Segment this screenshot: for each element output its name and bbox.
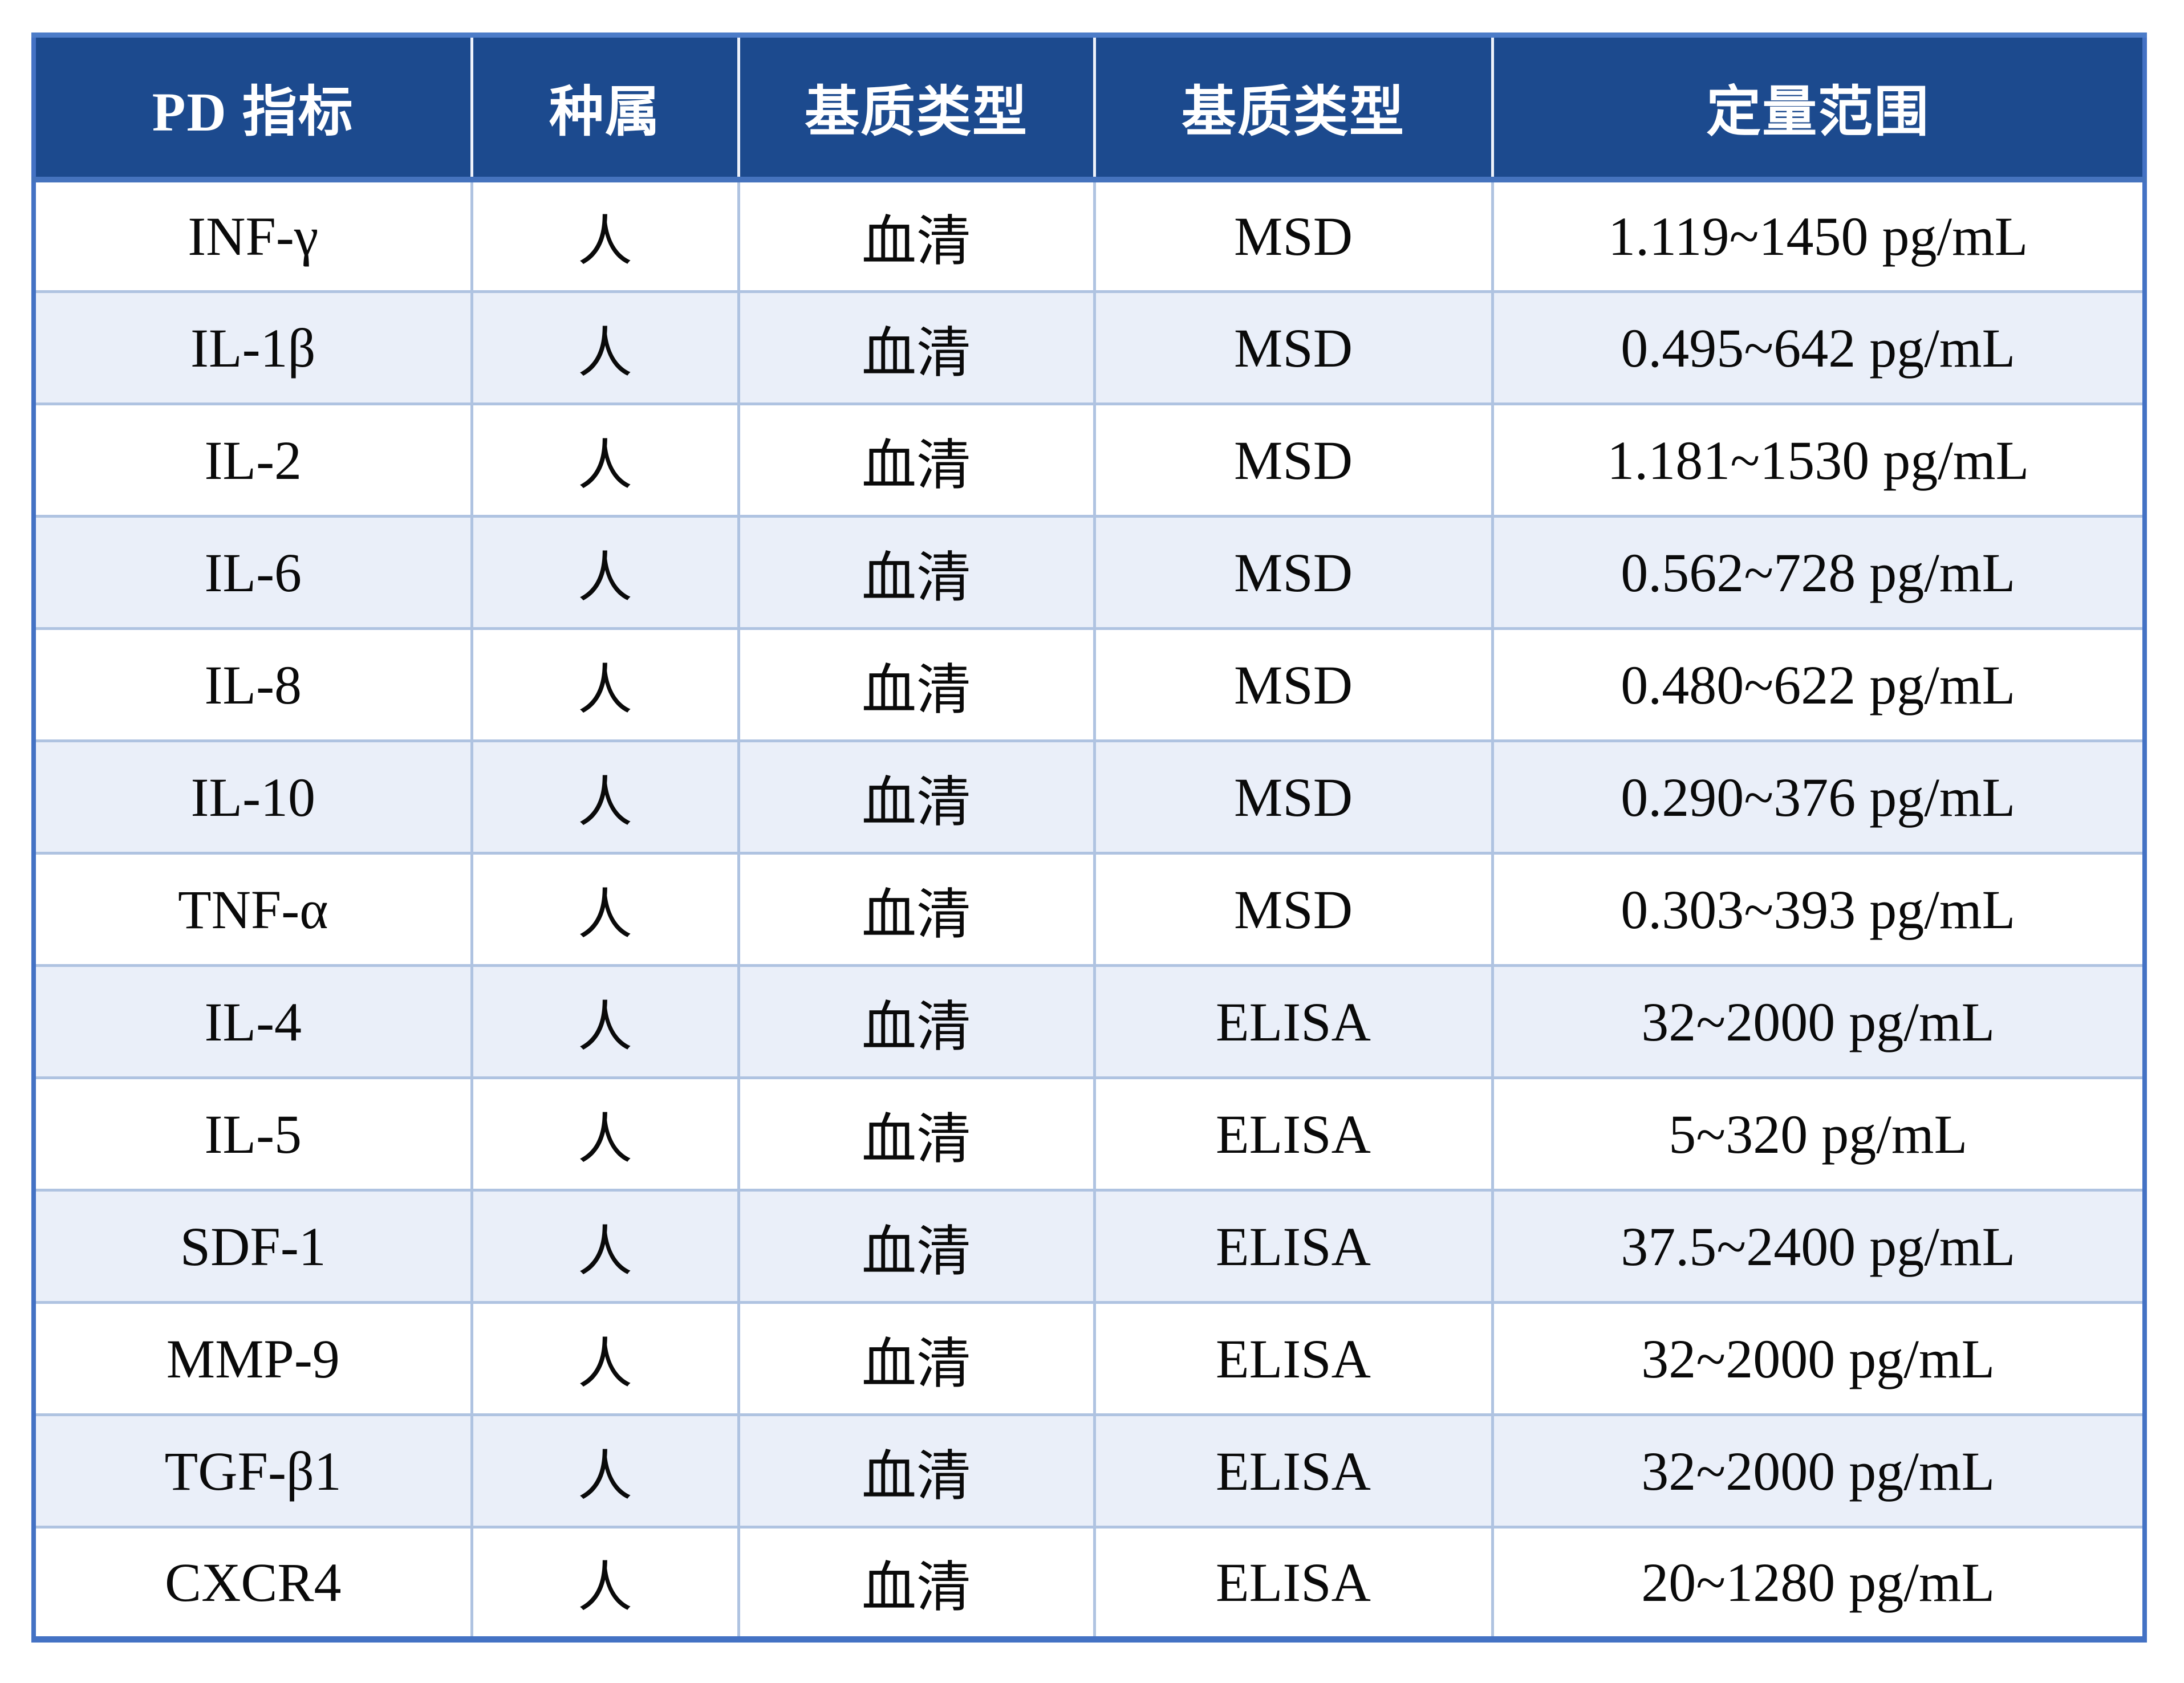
- table-cell: 32~2000 pg/mL: [1491, 964, 2146, 1079]
- table-header-row: PD 指标 种属 基质类型 基质类型 定量范围: [32, 32, 2146, 182]
- table-cell: 人: [470, 627, 740, 742]
- column-header-species: 种属: [470, 32, 740, 182]
- table-cell: 0.480~622 pg/mL: [1491, 627, 2146, 742]
- column-header-pd-indicator: PD 指标: [32, 32, 473, 182]
- table-cell: 人: [470, 403, 740, 518]
- table-cell: 20~1280 pg/mL: [1491, 1526, 2146, 1641]
- table-cell: INF-γ: [32, 178, 473, 293]
- table-cell: 人: [470, 290, 740, 405]
- table-cell: 人: [470, 964, 740, 1079]
- table-row: IL-6 人血清 MSD 0.562~728 pg/mL: [32, 515, 2146, 630]
- table-cell: 5~320 pg/mL: [1491, 1076, 2146, 1192]
- table-cell: MSD: [1093, 178, 1494, 293]
- table-cell: ELISA: [1093, 1413, 1494, 1528]
- table-cell: MSD: [1093, 515, 1494, 630]
- table-cell: ELISA: [1093, 1189, 1494, 1304]
- table-cell: ELISA: [1093, 964, 1494, 1079]
- table-cell: 血清: [737, 627, 1096, 742]
- table-cell: 血清: [737, 1301, 1096, 1416]
- table-cell: CXCR4: [32, 1526, 473, 1641]
- table-cell: 血清: [737, 515, 1096, 630]
- table-row: MMP-9 人血清 ELISA 32~2000 pg/mL: [32, 1301, 2146, 1416]
- table-cell: 人: [470, 739, 740, 855]
- table-cell: IL-6: [32, 515, 473, 630]
- table-cell: IL-1β: [32, 290, 473, 405]
- table-cell: 32~2000 pg/mL: [1491, 1413, 2146, 1528]
- table-row: IL-10 人血清 MSD 0.290~376 pg/mL: [32, 739, 2146, 855]
- table-cell: IL-8: [32, 627, 473, 742]
- table-cell: 血清: [737, 1076, 1096, 1192]
- table-row: SDF-1 人血清 ELISA 37.5~2400 pg/mL: [32, 1189, 2146, 1304]
- table-cell: 0.495~642 pg/mL: [1491, 290, 2146, 405]
- table-row: INF-γ 人血清 MSD 1.119~1450 pg/mL: [32, 178, 2146, 293]
- table-cell: TNF-α: [32, 852, 473, 967]
- table-cell: MSD: [1093, 290, 1494, 405]
- table-cell: 1.181~1530 pg/mL: [1491, 403, 2146, 518]
- table-cell: 血清: [737, 1189, 1096, 1304]
- table-cell: IL-2: [32, 403, 473, 518]
- table-row: IL-1β 人血清 MSD 0.495~642 pg/mL: [32, 290, 2146, 405]
- table-cell: 血清: [737, 1526, 1096, 1641]
- column-header-matrix-type-2: 基质类型: [1093, 32, 1494, 182]
- table-cell: 人: [470, 1076, 740, 1192]
- table-cell: 人: [470, 515, 740, 630]
- table-cell: 人: [470, 852, 740, 967]
- table-cell: MSD: [1093, 739, 1494, 855]
- table-cell: 血清: [737, 852, 1096, 967]
- table-cell: 人: [470, 1189, 740, 1304]
- table-row: IL-4 人血清 ELISA 32~2000 pg/mL: [32, 964, 2146, 1079]
- table-cell: 0.562~728 pg/mL: [1491, 515, 2146, 630]
- table-cell: IL-4: [32, 964, 473, 1079]
- table-cell: 人: [470, 1301, 740, 1416]
- table-cell: 0.290~376 pg/mL: [1491, 739, 2146, 855]
- table-cell: MMP-9: [32, 1301, 473, 1416]
- table-cell: IL-10: [32, 739, 473, 855]
- table-cell: 血清: [737, 178, 1096, 293]
- table-cell: MSD: [1093, 852, 1494, 967]
- table-cell: 32~2000 pg/mL: [1491, 1301, 2146, 1416]
- table-cell: ELISA: [1093, 1076, 1494, 1192]
- table-cell: 血清: [737, 739, 1096, 855]
- table-cell: 0.303~393 pg/mL: [1491, 852, 2146, 967]
- table-cell: 血清: [737, 964, 1096, 1079]
- table-row: TNF-α 人血清 MSD 0.303~393 pg/mL: [32, 852, 2146, 967]
- table-cell: 人: [470, 178, 740, 293]
- column-header-matrix-type: 基质类型: [737, 32, 1096, 182]
- column-header-quantitation-range: 定量范围: [1491, 32, 2146, 182]
- table-row: TGF-β1 人血清 ELISA 32~2000 pg/mL: [32, 1413, 2146, 1528]
- table-row: PD 指标 种属 基质类型 基质类型 定量范围: [32, 32, 2146, 182]
- table-body: INF-γ 人血清 MSD 1.119~1450 pg/mL IL-1β 人血清 MSD 0.…: [32, 178, 2146, 1641]
- table-cell: TGF-β1: [32, 1413, 473, 1528]
- table-cell: SDF-1: [32, 1189, 473, 1304]
- table-cell: IL-5: [32, 1076, 473, 1192]
- table-row: IL-2 人血清 MSD 1.181~1530 pg/mL: [32, 403, 2146, 518]
- table-cell: MSD: [1093, 403, 1494, 518]
- table-cell: ELISA: [1093, 1526, 1494, 1641]
- table-row: CXCR4 人血清 ELISA 20~1280 pg/mL: [32, 1526, 2146, 1641]
- table-cell: 37.5~2400 pg/mL: [1491, 1189, 2146, 1304]
- table-cell: ELISA: [1093, 1301, 1494, 1416]
- table-cell: 血清: [737, 403, 1096, 518]
- table-cell: 1.119~1450 pg/mL: [1491, 178, 2146, 293]
- table-cell: 血清: [737, 1413, 1096, 1528]
- table-cell: 人: [470, 1526, 740, 1641]
- table-cell: MSD: [1093, 627, 1494, 742]
- table-cell: 人: [470, 1413, 740, 1528]
- table-row: IL-5 人血清 ELISA 5~320 pg/mL: [32, 1076, 2146, 1192]
- table-row: IL-8 人血清 MSD 0.480~622 pg/mL: [32, 627, 2146, 742]
- table-cell: 血清: [737, 290, 1096, 405]
- pd-indicators-table: PD 指标 种属 基质类型 基质类型 定量范围 INF-γ 人血清 MSD 1.119…: [31, 32, 2147, 1643]
